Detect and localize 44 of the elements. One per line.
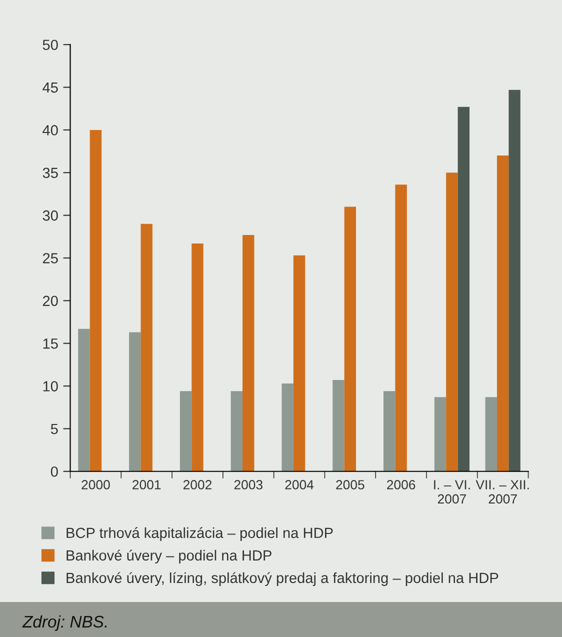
x-tick-label: 2005 xyxy=(336,480,364,490)
bar xyxy=(485,397,497,472)
bar xyxy=(230,391,243,472)
y-tick-label: 35 xyxy=(42,168,58,178)
bar xyxy=(282,383,294,472)
y-tick-label: 30 xyxy=(42,210,58,221)
bar xyxy=(434,397,446,472)
x-tick-label: 2002 xyxy=(183,480,212,490)
y-tick-label: 20 xyxy=(42,296,58,306)
bar xyxy=(242,234,254,472)
bar xyxy=(344,206,356,472)
text: Zdroj: NBS. xyxy=(22,615,107,631)
bar xyxy=(458,106,470,472)
bar xyxy=(140,224,152,472)
y-tick-label: 15 xyxy=(43,338,58,349)
x-tick-label: 2006 xyxy=(387,480,416,490)
bar xyxy=(446,172,458,472)
x-tick-label: VII. – XII. 2007 xyxy=(476,480,529,504)
y-tick-label: 40 xyxy=(42,125,58,136)
legend-label: Bankové úvery, lízing, splátkový predaj a faktoring – podiel na HDP xyxy=(66,572,498,586)
y-tick-label: 5 xyxy=(50,424,58,434)
bar xyxy=(129,332,141,472)
x-tick-label: I. – VI. 2007 xyxy=(434,480,470,504)
x-tick-label: 2000 xyxy=(82,480,110,490)
y-tick-label: 45 xyxy=(42,82,58,93)
y-tick-label: 25 xyxy=(42,253,58,264)
x-tick-label: 2001 xyxy=(132,480,161,490)
bar xyxy=(395,184,407,472)
legend-label: BCP trhová kapitalizácia – podiel na HDP xyxy=(66,527,333,541)
y-tick-label: 0 xyxy=(50,466,58,477)
bar xyxy=(78,328,90,472)
bar xyxy=(90,130,102,472)
bar xyxy=(293,255,306,472)
legend-label: Bankové úvery – podiel na HDP xyxy=(66,550,272,564)
x-tick-label: 2003 xyxy=(234,480,262,490)
x-tick-label: 2004 xyxy=(285,480,314,490)
bar xyxy=(180,391,192,472)
bar xyxy=(383,391,396,472)
bar xyxy=(332,380,344,472)
bar xyxy=(496,156,509,472)
bar xyxy=(508,90,520,472)
y-tick-label: 10 xyxy=(43,381,58,392)
bar xyxy=(192,243,204,472)
y-tick-label: 50 xyxy=(42,40,58,50)
